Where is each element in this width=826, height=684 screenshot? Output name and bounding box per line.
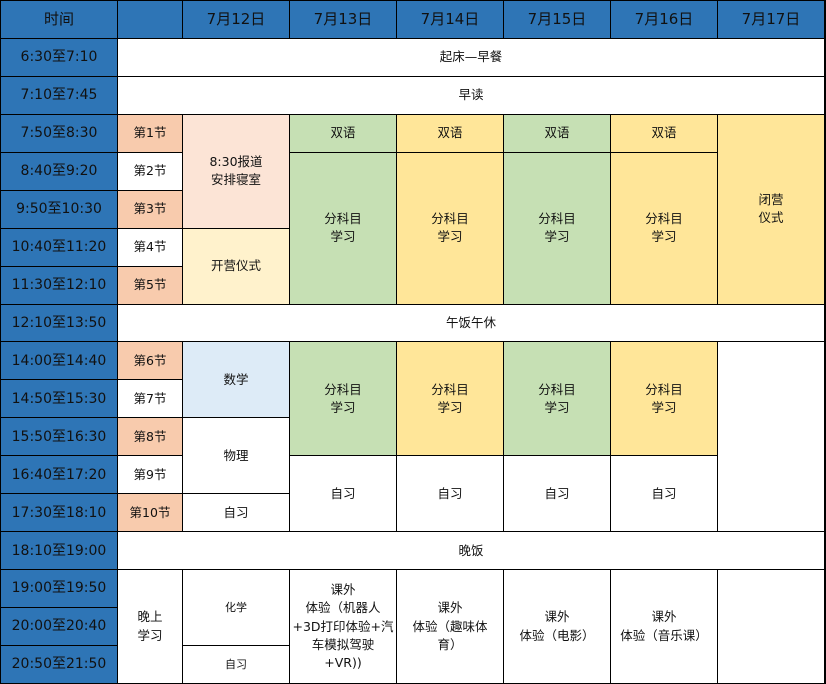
period-cell: 第1节 bbox=[118, 114, 182, 152]
subject-study-cell: 分科目 学习 bbox=[611, 152, 717, 304]
header-date: 7月15日 bbox=[504, 1, 610, 38]
header-period bbox=[118, 1, 182, 38]
chemistry-cell: 化学 bbox=[183, 570, 289, 646]
time-cell: 14:00至14:40 bbox=[1, 342, 117, 380]
time-cell: 8:40至9:20 bbox=[1, 152, 117, 190]
self-study-cell: 自习 bbox=[397, 456, 503, 532]
self-study-cell: 自习 bbox=[504, 456, 610, 532]
bilingual-cell: 双语 bbox=[611, 114, 717, 152]
math-cell: 数学 bbox=[183, 342, 289, 418]
wake-breakfast-row: 起床—早餐 bbox=[118, 38, 824, 76]
time-cell: 19:00至19:50 bbox=[1, 570, 117, 608]
extracurricular-cell: 课外 体验（电影） bbox=[504, 570, 610, 683]
header-date: 7月17日 bbox=[718, 1, 824, 38]
physics-cell: 物理 bbox=[183, 418, 289, 494]
subject-study-cell: 分科目 学习 bbox=[290, 342, 396, 456]
self-study-cell: 自习 bbox=[611, 456, 717, 532]
evening-study-cell: 晚上 学习 bbox=[118, 570, 182, 683]
time-cell: 7:50至8:30 bbox=[1, 114, 117, 152]
period-cell: 第2节 bbox=[118, 152, 182, 190]
time-cell: 7:10至7:45 bbox=[1, 76, 117, 114]
time-cell: 14:50至15:30 bbox=[1, 380, 117, 418]
time-cell: 16:40至17:20 bbox=[1, 456, 117, 494]
opening-ceremony-cell: 开营仪式 bbox=[183, 228, 289, 304]
subject-study-cell: 分科目 学习 bbox=[504, 342, 610, 456]
closing-ceremony-cell: 闭营 仪式 bbox=[718, 114, 824, 304]
checkin-cell: 8:30报道 安排寝室 bbox=[183, 114, 289, 228]
header-date: 7月14日 bbox=[397, 1, 503, 38]
subject-study-cell: 分科目 学习 bbox=[611, 342, 717, 456]
time-cell: 10:40至11:20 bbox=[1, 228, 117, 266]
period-cell: 第9节 bbox=[118, 456, 182, 494]
subject-study-cell: 分科目 学习 bbox=[504, 152, 610, 304]
time-cell: 20:50至21:50 bbox=[1, 646, 117, 683]
time-cell: 15:50至16:30 bbox=[1, 418, 117, 456]
bilingual-cell: 双语 bbox=[504, 114, 610, 152]
empty-cell bbox=[718, 570, 824, 683]
morning-reading-row: 早读 bbox=[118, 76, 824, 114]
self-study-cell: 自习 bbox=[290, 456, 396, 532]
time-cell: 18:10至19:00 bbox=[1, 532, 117, 570]
self-study-cell: 自习 bbox=[183, 646, 289, 683]
bilingual-cell: 双语 bbox=[290, 114, 396, 152]
extracurricular-cell: 课外 体验（趣味体 育） bbox=[397, 570, 503, 683]
extracurricular-cell: 课外 体验（机器人 +3D打印体验+汽 车模拟驾驶 +VR)) bbox=[290, 570, 396, 683]
empty-cell bbox=[718, 342, 824, 532]
extracurricular-cell: 课外 体验（音乐课） bbox=[611, 570, 717, 683]
time-cell: 12:10至13:50 bbox=[1, 304, 117, 342]
period-cell: 第8节 bbox=[118, 418, 182, 456]
time-cell: 9:50至10:30 bbox=[1, 190, 117, 228]
lunch-row: 午饭午休 bbox=[118, 304, 824, 342]
time-cell: 11:30至12:10 bbox=[1, 266, 117, 304]
subject-study-cell: 分科目 学习 bbox=[397, 152, 503, 304]
self-study-cell: 自习 bbox=[183, 494, 289, 532]
time-cell: 6:30至7:10 bbox=[1, 38, 117, 76]
header-time: 时间 bbox=[1, 1, 117, 38]
time-cell: 20:00至20:40 bbox=[1, 608, 117, 646]
bilingual-cell: 双语 bbox=[397, 114, 503, 152]
dinner-row: 晚饭 bbox=[118, 532, 824, 570]
period-cell: 第10节 bbox=[118, 494, 182, 532]
period-cell: 第6节 bbox=[118, 342, 182, 380]
header-date: 7月16日 bbox=[611, 1, 717, 38]
period-cell: 第4节 bbox=[118, 228, 182, 266]
period-cell: 第5节 bbox=[118, 266, 182, 304]
period-cell: 第7节 bbox=[118, 380, 182, 418]
period-cell: 第3节 bbox=[118, 190, 182, 228]
header-date: 7月12日 bbox=[183, 1, 289, 38]
subject-study-cell: 分科目 学习 bbox=[397, 342, 503, 456]
header-date: 7月13日 bbox=[290, 1, 396, 38]
time-cell: 17:30至18:10 bbox=[1, 494, 117, 532]
subject-study-cell: 分科目 学习 bbox=[290, 152, 396, 304]
